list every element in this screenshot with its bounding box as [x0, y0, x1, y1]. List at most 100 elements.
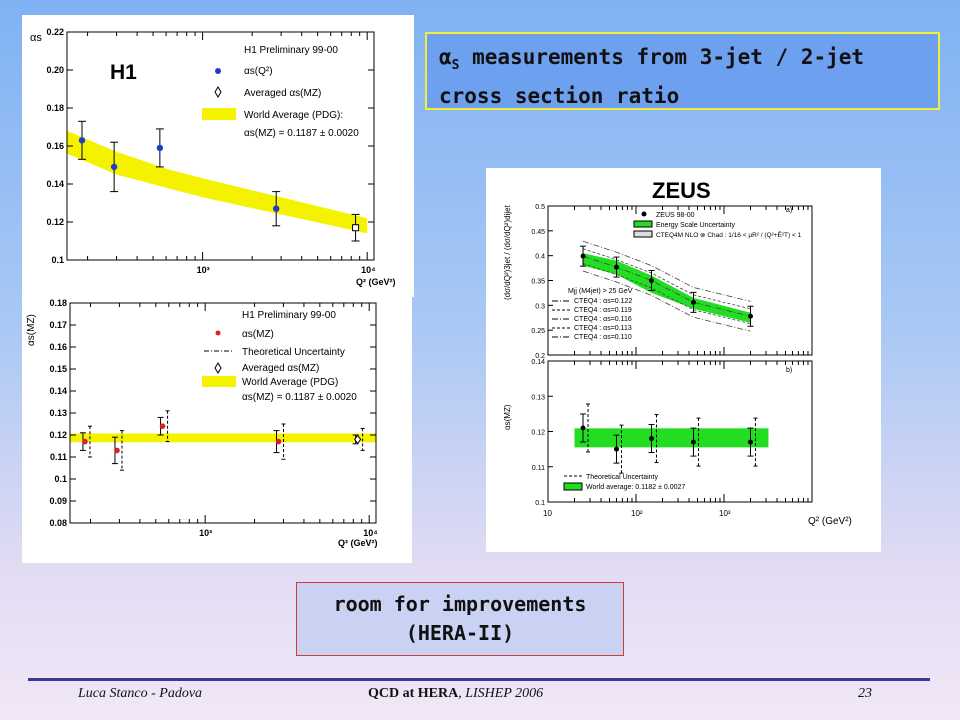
alpha-subscript: S	[451, 58, 460, 74]
footer-divider	[28, 678, 930, 681]
slide-title-box: αS measurements from 3-jet / 2-jet cross…	[425, 32, 940, 110]
y-tick-label: 0.16	[49, 342, 67, 352]
y-tick-label: 0.16	[46, 141, 64, 151]
world-average-band	[67, 130, 368, 234]
cteq4-curve	[582, 255, 751, 317]
y-tick-label: 0.1	[54, 474, 67, 484]
legend-entry: Theoretical Uncertainty	[242, 347, 345, 358]
h1-alphas-q2-plot: H1 αs Q² (GeV²) 0.1 0.12 0.14 0.16 0.18 0.20 0…	[22, 15, 414, 297]
alpha-symbol: α	[439, 45, 452, 69]
y-tick-label: 0.14	[531, 359, 545, 366]
cteq4-curve	[582, 240, 751, 302]
data-point	[747, 439, 753, 445]
data-point	[78, 137, 86, 144]
y-tick-label: 0.22	[46, 27, 64, 37]
y-tick-label: 0.18	[46, 103, 64, 113]
y-tick-label: 0.1	[51, 255, 64, 265]
averaged-point	[352, 224, 360, 232]
h1-alphas-mz-plot: αs(MZ) Q² (GeV²) 0.08 0.09 0.1 0.11 0.12 0.13…	[22, 296, 412, 563]
legend-entry: Energy Scale Uncertainty	[656, 222, 735, 229]
legend-marker-band	[202, 108, 236, 120]
y-tick-label: 0.35	[531, 279, 545, 286]
data-point	[613, 264, 619, 270]
legend-entry: World average: 0.1182 ± 0.0027	[586, 484, 685, 491]
y-tick-label: 0.20	[46, 65, 64, 75]
legend-marker-band	[633, 220, 653, 228]
panel-label-b: b)	[786, 367, 792, 374]
y-tick-label: 0.2	[535, 353, 545, 360]
legend-marker-band	[202, 376, 236, 387]
y-tick-label: 0.12	[49, 430, 67, 440]
slide-title-line2: cross section ratio	[439, 84, 680, 109]
y-tick-label: 0.14	[49, 386, 67, 396]
footer-conference: QCD at HERA, LISHEP 2006	[368, 686, 543, 702]
averaged-point	[354, 434, 362, 445]
data-point	[114, 447, 120, 454]
chart-title: H1	[110, 61, 137, 84]
footer-conf-bold: QCD at HERA	[368, 686, 459, 701]
y-tick-label: 0.14	[46, 179, 64, 189]
legend-entry: CTEQ4 : αs=0.110	[574, 334, 632, 341]
slide-title-text1: measurements from 3-jet / 2-jet	[459, 45, 865, 69]
data-point	[82, 438, 88, 445]
x-axis-label: Q² (GeV²)	[356, 277, 396, 287]
legend-entry: H1 Preliminary 99-00	[244, 45, 338, 56]
zeus-ratio-plot: ZEUS (dσ/dQ²)3jet / (dσ/dQ²)dijet αs(MZ)…	[486, 168, 881, 552]
y-tick-label: 0.12	[531, 430, 545, 437]
legend-marker-hatch	[633, 230, 653, 238]
legend-entry: αs(Q²)	[244, 66, 273, 77]
data-point	[110, 163, 118, 171]
improvement-note: room for improvements (HERA-II)	[296, 582, 624, 656]
legend-entry: ZEUS 98-00	[656, 212, 695, 219]
legend-entry: CTEQ4 : αs=0.113	[574, 325, 632, 332]
y-tick-label: 0.13	[49, 408, 67, 418]
data-point	[159, 423, 166, 429]
h1-alphas-q2-svg: H1 αs Q² (GeV²) 0.1 0.12 0.14 0.16 0.18 0.20 0…	[30, 27, 396, 287]
footer-author: Luca Stanco - Padova	[78, 686, 203, 701]
y-axis-label-bottom: αs(MZ)	[503, 404, 512, 430]
y-tick-label: 0.08	[49, 518, 67, 528]
legend-marker-band	[563, 482, 583, 491]
legend-marker-point	[641, 211, 647, 217]
x-tick-label: 10³	[719, 509, 731, 518]
y-tick-label: 0.4	[535, 254, 545, 261]
cteq4-curve	[582, 270, 751, 332]
data-point	[690, 299, 696, 305]
chart-title: ZEUS	[652, 178, 711, 203]
legend-marker-point	[215, 330, 221, 336]
data-point	[690, 439, 696, 445]
zeus-svg: ZEUS (dσ/dQ²)3jet / (dσ/dQ²)dijet αs(MZ)…	[503, 178, 852, 527]
y-tick-label: 0.12	[46, 217, 64, 227]
data-point	[648, 436, 654, 442]
legend-marker-point	[215, 68, 221, 74]
x-tick-label: 10²	[631, 509, 643, 518]
legend-entry: World Average (PDG)	[242, 377, 338, 388]
y-tick-label: 0.1	[535, 500, 545, 507]
plot-frame	[69, 302, 377, 524]
legend-entry: CTEQ4 : αs=0.119	[574, 307, 632, 314]
footer-page-number: 23	[858, 686, 872, 701]
x-tick-label: 10	[543, 509, 552, 518]
legend-entry: CTEQ4 : αs=0.116	[574, 316, 632, 323]
data-point	[275, 438, 282, 445]
x-tick-label: 10⁴	[363, 528, 377, 538]
data-point	[580, 253, 586, 259]
world-average-band	[70, 433, 376, 443]
note-line2: (HERA-II)	[405, 621, 515, 645]
legend-entry: Averaged αs(MZ)	[242, 363, 319, 374]
legend-marker-diamond	[214, 86, 222, 98]
world-average-band	[574, 428, 769, 448]
y-tick-label: 0.3	[535, 303, 545, 310]
data-point	[272, 205, 280, 212]
data-point	[613, 446, 619, 452]
panel-label-a: a)	[786, 207, 792, 214]
legend-entry: CTEQ4M NLO ⊗ Chad : 1/16 < μR² / (Q²+Ē²T…	[656, 231, 802, 239]
legend-marker-diamond	[214, 362, 222, 374]
legend-entry: World Average (PDG):	[244, 110, 343, 121]
data-point	[648, 278, 654, 283]
y-tick-label: 0.09	[49, 496, 67, 506]
y-axis-label: αs(MZ)	[26, 314, 37, 346]
x-axis-label: Q² (GeV²)	[808, 516, 852, 527]
y-tick-label: 0.25	[531, 328, 545, 335]
data-point	[747, 313, 753, 319]
